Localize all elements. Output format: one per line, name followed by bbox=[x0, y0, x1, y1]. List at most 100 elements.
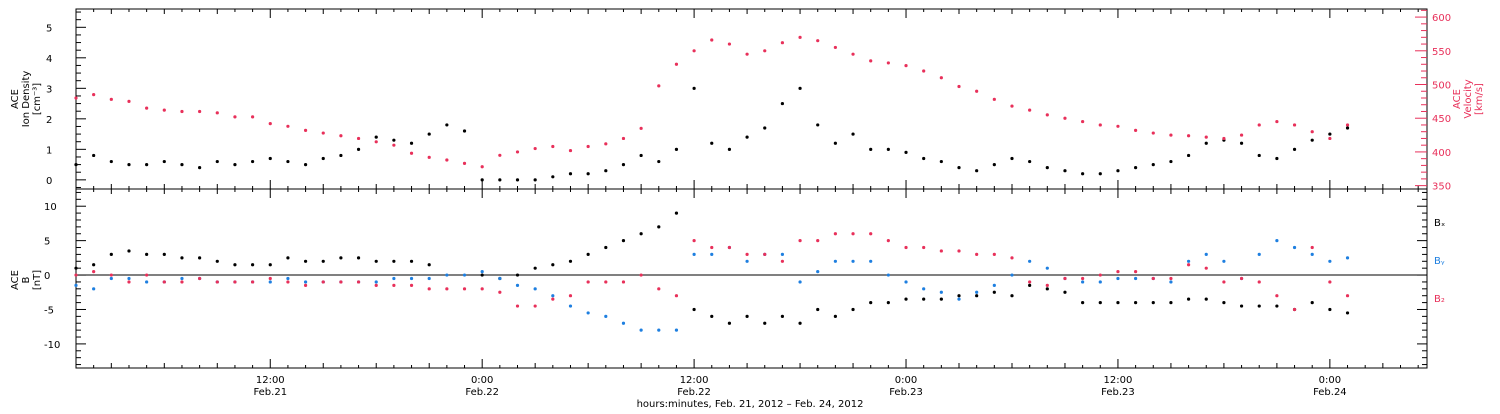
velocity-point bbox=[1169, 133, 1173, 137]
density-point bbox=[586, 172, 590, 176]
bz-point bbox=[692, 239, 696, 243]
bx-point bbox=[727, 321, 732, 325]
density-point bbox=[1151, 162, 1155, 167]
density-point bbox=[780, 101, 785, 106]
density-point bbox=[604, 169, 608, 173]
bz-point bbox=[922, 245, 926, 250]
velocity-axis-label: ACE Velocity [km/s] bbox=[1452, 79, 1485, 118]
by-point bbox=[975, 290, 979, 294]
bx-point bbox=[975, 294, 979, 298]
density-point bbox=[1169, 159, 1173, 164]
velocity-point bbox=[109, 97, 113, 101]
bx-point bbox=[1116, 300, 1120, 305]
velocity-point bbox=[145, 106, 149, 110]
by-point bbox=[445, 273, 449, 277]
velocity-point bbox=[692, 49, 696, 53]
bz-point bbox=[1204, 266, 1208, 270]
density-point bbox=[286, 159, 290, 164]
bx-point bbox=[145, 252, 149, 257]
bz-point bbox=[586, 280, 590, 284]
density-point bbox=[1257, 153, 1261, 158]
bz-point bbox=[462, 287, 467, 291]
field-axis-label-line-2: B bbox=[21, 276, 32, 283]
by-point bbox=[551, 294, 555, 298]
density-point bbox=[886, 147, 890, 151]
by-point bbox=[409, 276, 414, 281]
density-point bbox=[409, 141, 414, 145]
bx-point bbox=[1310, 300, 1314, 305]
by-point bbox=[1134, 276, 1138, 281]
bz-point bbox=[886, 239, 890, 243]
bz-point bbox=[127, 280, 131, 284]
velocity-point bbox=[92, 93, 96, 97]
by-point bbox=[1028, 259, 1032, 263]
density-point bbox=[1186, 153, 1191, 158]
x-tick-label-date: Feb.22 bbox=[465, 387, 499, 398]
bx-point bbox=[1204, 297, 1208, 301]
velocity-point bbox=[727, 42, 732, 46]
velocity-axis-label-line-3: [km/s] bbox=[1474, 83, 1485, 115]
bz-point bbox=[92, 270, 96, 274]
bz-point bbox=[939, 249, 943, 253]
density-point bbox=[621, 162, 626, 167]
bz-point bbox=[498, 290, 502, 294]
bx-point bbox=[109, 252, 113, 257]
by-point bbox=[515, 283, 520, 287]
velocity-point bbox=[886, 61, 890, 65]
bx-point bbox=[392, 259, 396, 263]
bx-point bbox=[922, 297, 926, 301]
density-point bbox=[1045, 166, 1049, 170]
density-point bbox=[798, 86, 802, 90]
density-point bbox=[1204, 141, 1208, 145]
chart-marks: 12:00Feb.210:00Feb.2212:00Feb.220:00Feb.… bbox=[44, 9, 1451, 398]
velocity-point bbox=[1328, 136, 1332, 141]
density-point bbox=[92, 153, 96, 158]
velocity-point bbox=[1257, 123, 1261, 127]
density-axis-label-line-2: Ion Density bbox=[21, 71, 32, 128]
bx-point bbox=[886, 300, 890, 305]
velocity-point bbox=[233, 115, 237, 119]
by-point bbox=[1292, 245, 1297, 250]
density-point bbox=[462, 129, 467, 133]
x-tick-label-time: 12:00 bbox=[680, 375, 709, 386]
velocity-point bbox=[515, 150, 520, 154]
bz-point bbox=[1098, 273, 1102, 277]
by-point bbox=[692, 252, 696, 257]
bx-point bbox=[533, 266, 537, 270]
bx-point bbox=[1063, 290, 1067, 294]
bx-point bbox=[303, 259, 308, 263]
by-point bbox=[268, 280, 272, 284]
velocity-point bbox=[745, 52, 749, 56]
by-point bbox=[869, 259, 873, 263]
bx-point bbox=[92, 263, 96, 267]
by-point bbox=[604, 314, 608, 318]
velocity-point bbox=[763, 49, 767, 53]
density-point bbox=[551, 175, 555, 179]
bz-point bbox=[1186, 263, 1191, 267]
density-point bbox=[710, 141, 714, 145]
bz-point bbox=[392, 283, 396, 287]
density-point bbox=[515, 178, 520, 182]
x-tick-label-time: 12:00 bbox=[256, 375, 285, 386]
density-point bbox=[869, 147, 873, 151]
bx-point bbox=[1186, 297, 1191, 301]
velocity-point bbox=[568, 148, 573, 153]
density-point bbox=[957, 166, 961, 170]
bz-point bbox=[303, 283, 308, 287]
by-point bbox=[1204, 252, 1208, 257]
velocity-tick-label: 400 bbox=[1432, 148, 1451, 159]
by-point bbox=[798, 280, 802, 284]
density-point bbox=[1081, 172, 1085, 176]
by-point bbox=[939, 290, 943, 294]
bx-point bbox=[74, 266, 78, 270]
density-point bbox=[1328, 132, 1332, 136]
legend-by: Bᵧ bbox=[1434, 256, 1445, 267]
velocity-point bbox=[939, 76, 943, 80]
bz-point bbox=[251, 280, 255, 284]
velocity-point bbox=[621, 136, 626, 141]
velocity-point bbox=[1239, 133, 1244, 137]
bz-point bbox=[445, 287, 449, 291]
bx-point bbox=[1098, 300, 1102, 305]
bx-point bbox=[1134, 300, 1138, 305]
velocity-point bbox=[1116, 124, 1120, 128]
